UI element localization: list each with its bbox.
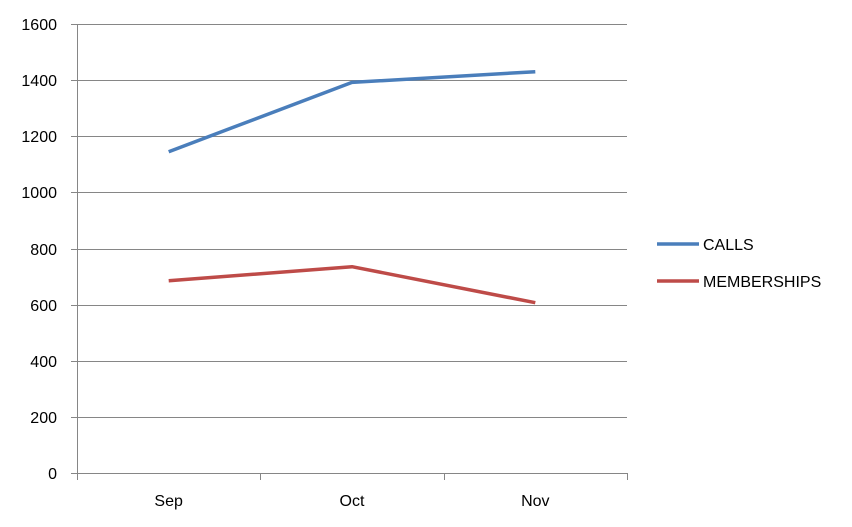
x-tick-label: Nov bbox=[521, 493, 549, 510]
y-tick-label: 800 bbox=[30, 242, 57, 259]
y-tick-label: 200 bbox=[30, 410, 57, 427]
x-tick-label: Sep bbox=[154, 493, 183, 510]
y-tick-label: 1400 bbox=[21, 73, 57, 90]
legend-label: MEMBERSHIPS bbox=[703, 274, 821, 291]
gridlines bbox=[77, 24, 627, 418]
y-tick-label: 0 bbox=[48, 466, 57, 483]
y-tick-label: 1200 bbox=[21, 129, 57, 146]
series-line-calls bbox=[168, 69, 536, 154]
series-lines bbox=[168, 69, 536, 305]
series-line-memberships bbox=[168, 264, 536, 305]
axes bbox=[71, 24, 628, 480]
y-axis-tick-labels: 0 200 400 600 800 1000 1200 1400 1600 bbox=[21, 17, 57, 483]
y-tick-label: 400 bbox=[30, 354, 57, 371]
y-tick-label: 600 bbox=[30, 298, 57, 315]
legend: CALLS MEMBERSHIPS bbox=[657, 237, 821, 291]
x-axis-tick-labels: Sep Oct Nov bbox=[154, 493, 549, 510]
y-tick-label: 1000 bbox=[21, 185, 57, 202]
legend-label: CALLS bbox=[703, 237, 754, 254]
x-tick-label: Oct bbox=[340, 493, 365, 510]
y-tick-label: 1600 bbox=[21, 17, 57, 34]
